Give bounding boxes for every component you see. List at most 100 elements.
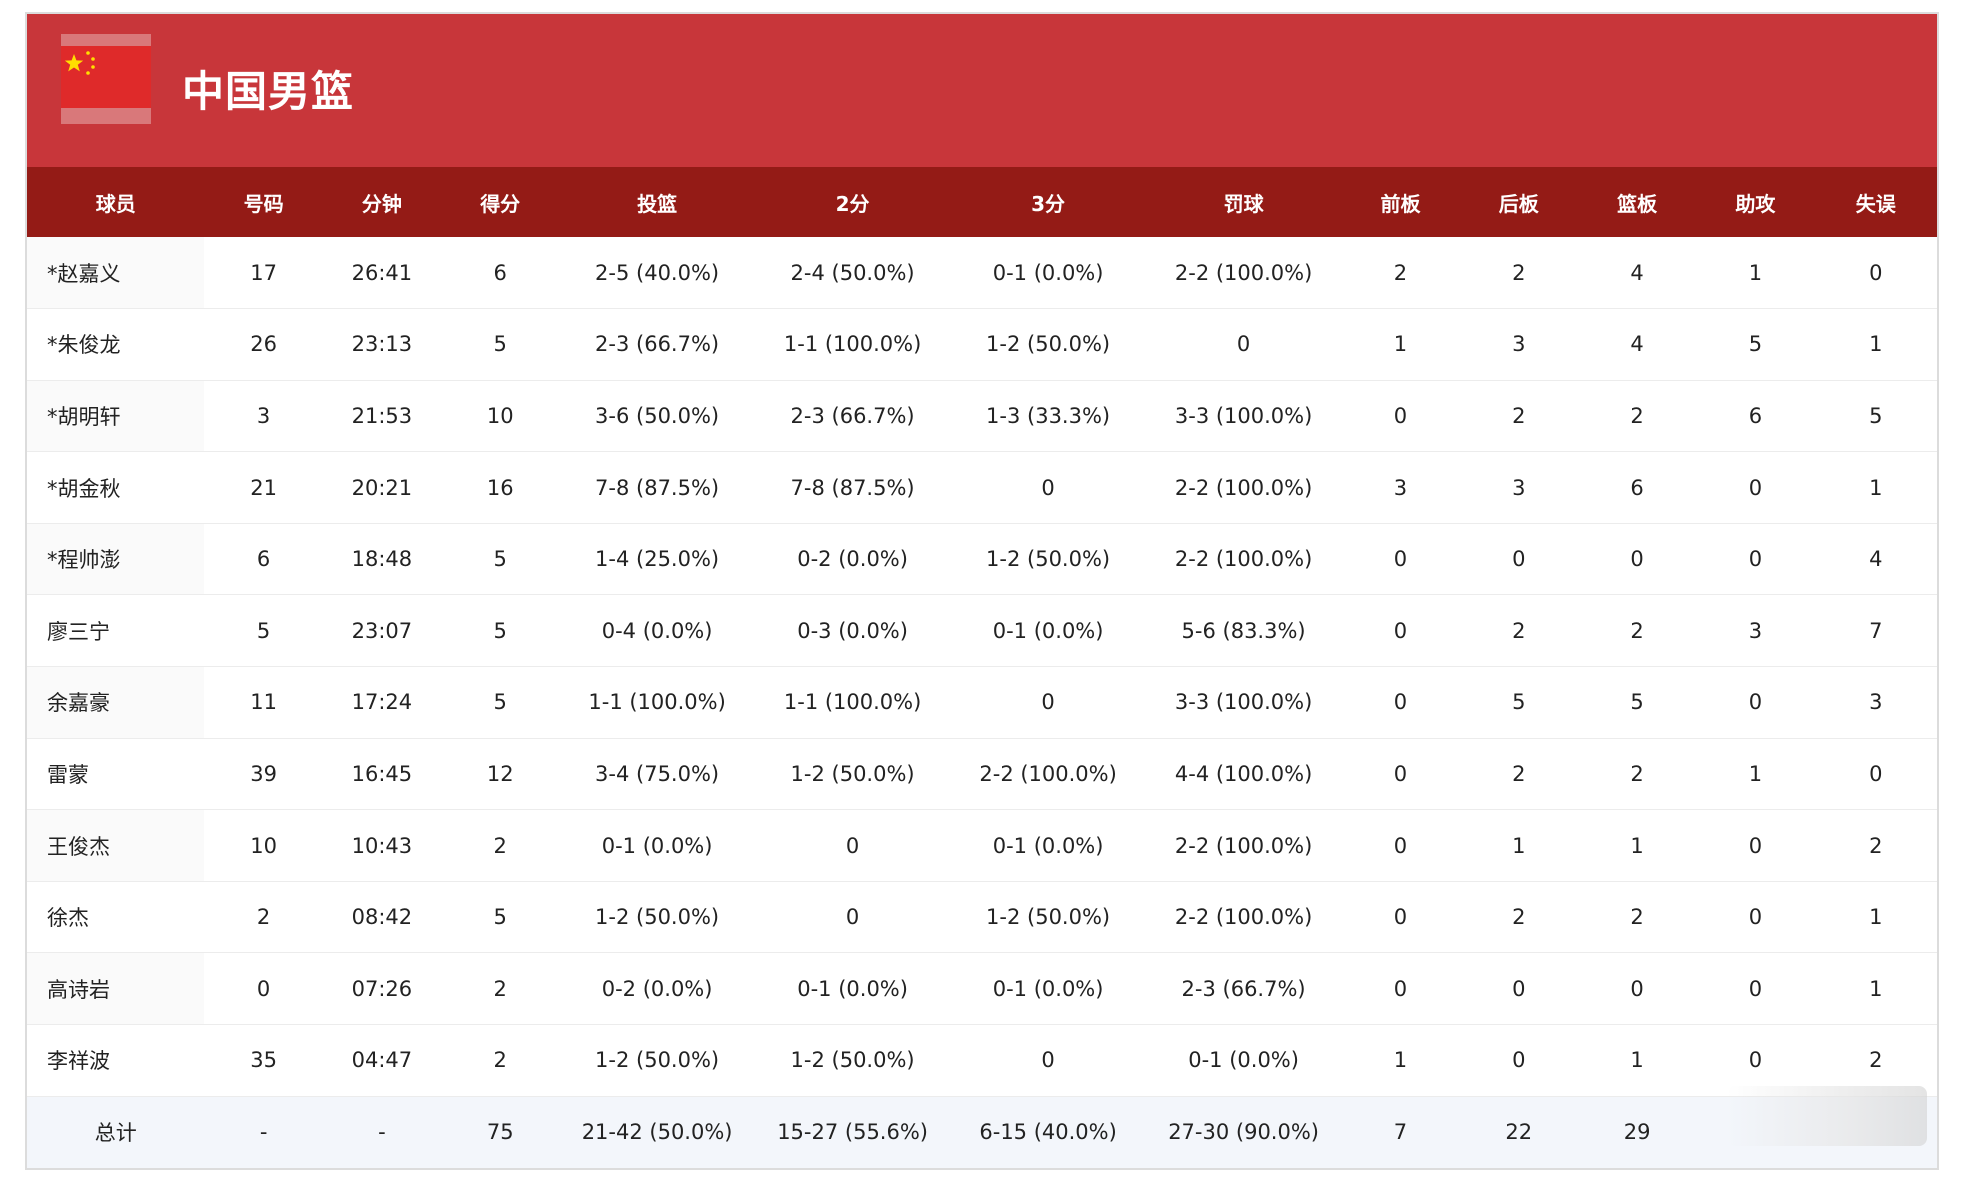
cell-ast: 0 xyxy=(1696,666,1815,739)
column-header-off-reb: 前板 xyxy=(1380,191,1421,216)
total-ft: 27-30 (90.0%) xyxy=(1168,1120,1319,1145)
cell-ft: 2-2 (100.0%) xyxy=(1145,809,1342,882)
cell-ft: 0 xyxy=(1145,308,1342,381)
cell-reb: 4 xyxy=(1577,237,1697,310)
cell-fg: 1-2 (50.0%) xyxy=(559,1024,755,1097)
team-header: 中国男篮 xyxy=(27,14,1937,167)
cell-number: 39 xyxy=(204,738,323,811)
cell-tov: 3 xyxy=(1814,666,1937,739)
cell-ft: 2-2 (100.0%) xyxy=(1145,881,1342,954)
table-row: 廖三宁 5 23:07 5 0-4 (0.0%) 0-3 (0.0%) 0-1 (0.0%)… xyxy=(27,594,1937,668)
cell-minutes: 04:47 xyxy=(322,1024,442,1097)
cell-def-reb: 3 xyxy=(1459,451,1578,524)
cell-off-reb: 0 xyxy=(1341,881,1460,954)
cell-tov: 5 xyxy=(1814,380,1937,453)
cell-def-reb: 3 xyxy=(1459,308,1578,381)
column-header-minutes: 分钟 xyxy=(361,191,402,216)
boxscore-card: 中国男篮 球员 号码 分钟 得分 投篮 2分 3分 罚球 前板 后板 篮板 助攻 失误 *赵嘉义 17 26… xyxy=(25,12,1939,1170)
cell-ast: 0 xyxy=(1696,952,1815,1026)
cell-tov: 0 xyxy=(1814,738,1937,811)
cell-points: 6 xyxy=(441,237,560,310)
cell-number: 11 xyxy=(204,666,323,739)
cell-three-pt: 2-2 (100.0%) xyxy=(950,738,1146,811)
cell-fg: 2-5 (40.0%) xyxy=(559,237,755,310)
cell-number: 0 xyxy=(204,952,323,1026)
cell-minutes: 10:43 xyxy=(322,809,442,882)
cell-ast: 0 xyxy=(1696,1024,1815,1097)
cell-minutes: 21:53 xyxy=(322,380,442,453)
table-row: 李祥波 35 04:47 2 1-2 (50.0%) 1-2 (50.0%) 0 0-1 (0… xyxy=(27,1024,1937,1097)
cell-fg: 3-4 (75.0%) xyxy=(559,738,755,811)
cell-off-reb: 1 xyxy=(1341,1024,1460,1097)
total-fg: 21-42 (50.0%) xyxy=(581,1120,733,1145)
cell-player: *胡明轩 xyxy=(27,380,205,453)
cell-number: 21 xyxy=(204,451,323,524)
cell-two-pt: 1-1 (100.0%) xyxy=(754,308,951,381)
cell-ft: 2-3 (66.7%) xyxy=(1145,952,1342,1026)
table-row: 雷蒙 39 16:45 12 3-4 (75.0%) 1-2 (50.0%) 2-2 (10… xyxy=(27,738,1937,811)
cell-two-pt: 1-2 (50.0%) xyxy=(754,738,951,811)
cell-two-pt: 2-3 (66.7%) xyxy=(754,380,951,453)
cell-def-reb: 0 xyxy=(1459,952,1578,1026)
table-row: 王俊杰 10 10:43 2 0-1 (0.0%) 0 0-1 (0.0%) 2-2 (100… xyxy=(27,809,1937,882)
cell-three-pt: 0 xyxy=(950,666,1146,739)
cell-reb: 0 xyxy=(1577,523,1697,596)
cell-ft: 5-6 (83.3%) xyxy=(1145,594,1342,668)
cell-reb: 1 xyxy=(1577,1024,1697,1097)
cell-two-pt: 0 xyxy=(754,809,951,882)
cell-number: 35 xyxy=(204,1024,323,1097)
column-header-ast: 助攻 xyxy=(1735,191,1776,216)
cell-off-reb: 0 xyxy=(1341,380,1460,453)
cell-def-reb: 0 xyxy=(1459,1024,1578,1097)
cell-three-pt: 1-3 (33.3%) xyxy=(950,380,1146,453)
cell-reb: 4 xyxy=(1577,308,1697,381)
cell-tov: 7 xyxy=(1814,594,1937,668)
cell-ast: 0 xyxy=(1696,809,1815,882)
cell-reb: 2 xyxy=(1577,594,1697,668)
column-header-fg: 投篮 xyxy=(637,191,678,216)
total-three-pt: 6-15 (40.0%) xyxy=(979,1120,1117,1145)
cell-off-reb: 0 xyxy=(1341,594,1460,668)
cell-ast: 6 xyxy=(1696,380,1815,453)
column-header-two-pt: 2分 xyxy=(835,191,870,216)
cell-def-reb: 5 xyxy=(1459,666,1578,739)
cell-two-pt: 1-1 (100.0%) xyxy=(754,666,951,739)
cell-reb: 1 xyxy=(1577,809,1697,882)
cell-def-reb: 2 xyxy=(1459,881,1578,954)
cell-three-pt: 0-1 (0.0%) xyxy=(950,237,1146,310)
cell-player: *程帅澎 xyxy=(27,523,205,596)
cell-off-reb: 2 xyxy=(1341,237,1460,310)
cell-three-pt: 0-1 (0.0%) xyxy=(950,952,1146,1026)
flag-frame xyxy=(61,34,151,124)
cell-two-pt: 2-4 (50.0%) xyxy=(754,237,951,310)
cell-ast: 0 xyxy=(1696,523,1815,596)
cell-minutes: 23:13 xyxy=(322,308,442,381)
cell-tov: 1 xyxy=(1814,881,1937,954)
cell-def-reb: 2 xyxy=(1459,738,1578,811)
cell-off-reb: 0 xyxy=(1341,952,1460,1026)
cell-off-reb: 0 xyxy=(1341,809,1460,882)
table-row: *程帅澎 6 18:48 5 1-4 (25.0%) 0-2 (0.0%) 1-2 (50.… xyxy=(27,523,1937,596)
cell-player: 高诗岩 xyxy=(27,952,205,1026)
table-header-row: 球员 号码 分钟 得分 投篮 2分 3分 罚球 前板 后板 篮板 助攻 失误 xyxy=(27,167,1937,237)
cell-ft: 0-1 (0.0%) xyxy=(1145,1024,1342,1097)
cell-player: 雷蒙 xyxy=(27,738,205,811)
cell-def-reb: 2 xyxy=(1459,594,1578,668)
cell-fg: 1-2 (50.0%) xyxy=(559,881,755,954)
cell-ast: 0 xyxy=(1696,881,1815,954)
cell-reb: 0 xyxy=(1577,952,1697,1026)
cell-ft: 2-2 (100.0%) xyxy=(1145,237,1342,310)
cell-points: 5 xyxy=(441,881,560,954)
table-row: *胡明轩 3 21:53 10 3-6 (50.0%) 2-3 (66.7%) 1-3 (3… xyxy=(27,380,1937,453)
cell-points: 5 xyxy=(441,523,560,596)
cell-points: 12 xyxy=(441,738,560,811)
total-off-reb: 7 xyxy=(1393,1120,1408,1145)
table-row: 余嘉豪 11 17:24 5 1-1 (100.0%) 1-1 (100.0%) 0 3-3 … xyxy=(27,666,1937,739)
cell-player: 余嘉豪 xyxy=(27,666,205,739)
cell-fg: 0-4 (0.0%) xyxy=(559,594,755,668)
table-row: 徐杰 2 08:42 5 1-2 (50.0%) 0 1-2 (50.0%) 2-2 (100… xyxy=(27,881,1937,954)
cell-points: 10 xyxy=(441,380,560,453)
cell-points: 2 xyxy=(441,952,560,1026)
column-header-player: 球员 xyxy=(95,191,136,216)
cell-number: 5 xyxy=(204,594,323,668)
